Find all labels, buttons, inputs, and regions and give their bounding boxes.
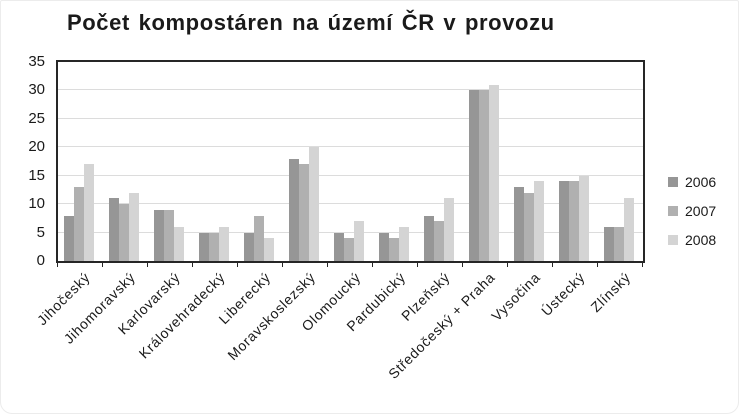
bar-2007-Jihomoravský bbox=[119, 204, 129, 261]
legend: 2006 2007 2008 bbox=[668, 175, 716, 247]
x-label-Vysočina: Vysočina bbox=[488, 269, 544, 325]
bar-2006-Liberecký bbox=[244, 233, 254, 261]
y-tick-label-20: 20 bbox=[28, 138, 45, 155]
chart-title: Počet kompostáren na území ČR v provozu bbox=[67, 10, 555, 35]
bar-2008-Olomoucký bbox=[354, 221, 364, 261]
bar-2007-Vysočina bbox=[524, 193, 534, 261]
legend-swatch-icon bbox=[668, 177, 678, 187]
bar-2006-Jihomoravský bbox=[109, 198, 119, 261]
x-tick bbox=[642, 262, 643, 267]
bar-2006-Plzeňský bbox=[424, 216, 434, 261]
x-tick bbox=[282, 262, 283, 267]
legend-item-2006: 2006 bbox=[668, 175, 716, 189]
bar-2007-Olomoucký bbox=[344, 238, 354, 261]
bar-2008-Zlínský bbox=[624, 198, 634, 261]
bar-2007-Jihočeský bbox=[74, 187, 84, 261]
y-tick-label-5: 5 bbox=[36, 224, 45, 241]
bar-2006-Středočeský + Praha bbox=[469, 90, 479, 261]
x-tick bbox=[102, 262, 103, 267]
x-tick bbox=[417, 262, 418, 267]
legend-item-2007: 2007 bbox=[668, 204, 716, 218]
x-tick bbox=[327, 262, 328, 267]
bar-2007-Královehradecký bbox=[209, 233, 219, 261]
bar-2007-Moravskoslezský bbox=[299, 164, 309, 261]
x-tick bbox=[597, 262, 598, 267]
bar-2006-Karlovarský bbox=[154, 210, 164, 261]
bar-2008-Karlovarský bbox=[174, 227, 184, 261]
legend-swatch-icon bbox=[668, 206, 678, 216]
bar-2008-Vysočina bbox=[534, 181, 544, 261]
bar-2006-Jihočeský bbox=[64, 216, 74, 261]
legend-label: 2006 bbox=[685, 174, 717, 190]
x-tick bbox=[507, 262, 508, 267]
gridline-15 bbox=[58, 175, 643, 176]
gridline-25 bbox=[58, 118, 643, 119]
y-tick-label-35: 35 bbox=[28, 53, 45, 70]
gridline-10 bbox=[58, 203, 643, 204]
y-tick-label-0: 0 bbox=[36, 252, 45, 269]
bar-2006-Vysočina bbox=[514, 187, 524, 261]
bar-2006-Olomoucký bbox=[334, 233, 344, 261]
x-label-Zlínský: Zlínský bbox=[587, 269, 634, 316]
y-tick-label-10: 10 bbox=[28, 195, 45, 212]
y-tick-label-15: 15 bbox=[28, 167, 45, 184]
bar-2007-Karlovarský bbox=[164, 210, 174, 261]
bar-2007-Ústecký bbox=[569, 181, 579, 261]
bar-2008-Liberecký bbox=[264, 238, 274, 261]
bar-2008-Jihočeský bbox=[84, 164, 94, 261]
gridline-20 bbox=[58, 146, 643, 147]
x-tick bbox=[552, 262, 553, 267]
bar-2008-Ústecký bbox=[579, 176, 589, 261]
x-tick bbox=[192, 262, 193, 267]
x-tick bbox=[462, 262, 463, 267]
bar-2007-Středočeský + Praha bbox=[479, 90, 489, 261]
legend-label: 2008 bbox=[685, 232, 717, 248]
plot-area bbox=[56, 60, 645, 263]
y-tick-label-25: 25 bbox=[28, 110, 45, 127]
x-tick bbox=[372, 262, 373, 267]
bar-2006-Pardubický bbox=[379, 233, 389, 261]
bar-2007-Zlínský bbox=[614, 227, 624, 261]
bar-2006-Moravskoslezský bbox=[289, 159, 299, 261]
bar-2008-Středočeský + Praha bbox=[489, 85, 499, 261]
legend-item-2008: 2008 bbox=[668, 233, 716, 247]
bar-2008-Jihomoravský bbox=[129, 193, 139, 261]
bar-2008-Královehradecký bbox=[219, 227, 229, 261]
bar-2007-Liberecký bbox=[254, 216, 264, 261]
bar-2006-Ústecký bbox=[559, 181, 569, 261]
bar-2008-Pardubický bbox=[399, 227, 409, 261]
y-tick-label-30: 30 bbox=[28, 81, 45, 98]
bar-2008-Plzeňský bbox=[444, 198, 454, 261]
legend-label: 2007 bbox=[685, 203, 717, 219]
x-tick bbox=[237, 262, 238, 267]
bar-2008-Moravskoslezský bbox=[309, 147, 319, 261]
gridline-30 bbox=[58, 89, 643, 90]
gridline-5 bbox=[58, 232, 643, 233]
bar-2007-Pardubický bbox=[389, 238, 399, 261]
bar-2007-Plzeňský bbox=[434, 221, 444, 261]
legend-swatch-icon bbox=[668, 235, 678, 245]
x-tick bbox=[147, 262, 148, 267]
x-tick bbox=[57, 262, 58, 267]
x-label-Ústecký: Ústecký bbox=[538, 269, 589, 319]
bar-2006-Zlínský bbox=[604, 227, 614, 261]
bar-2006-Královehradecký bbox=[199, 233, 209, 261]
